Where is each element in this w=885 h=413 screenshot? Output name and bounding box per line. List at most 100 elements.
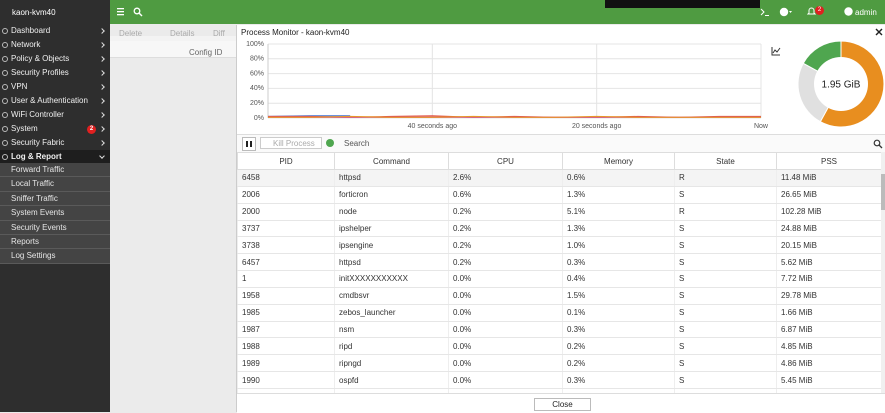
submenu-item[interactable]: System Events (0, 206, 110, 221)
column-header[interactable]: PID (237, 152, 335, 170)
submenu-item[interactable]: Sniffer Traffic (0, 191, 110, 207)
y-tick-label: 80% (250, 56, 264, 63)
menu-icon (2, 42, 8, 48)
table-cell: 0.2% (448, 236, 563, 255)
user-icon[interactable] (844, 7, 854, 17)
series-line (268, 115, 761, 118)
table-cell: httpsd (334, 169, 449, 187)
table-cell: 0.0% (448, 337, 563, 356)
table-cell: 102.28 MiB (776, 203, 882, 221)
table-row[interactable]: 2000 node 0.2% 5.1% R 102.28 MiB (237, 203, 882, 221)
table-cell: 0.2% (448, 220, 563, 238)
table-cell: 0.0% (448, 270, 563, 288)
y-tick-label: 0% (254, 115, 264, 122)
pie-hole (814, 57, 868, 111)
table-cell: 6458 (237, 169, 335, 187)
table-cell: S (674, 253, 777, 272)
table-cell: 1.3% (562, 220, 675, 238)
search-icon[interactable] (133, 7, 143, 17)
menu-item[interactable]: Dashboard (0, 24, 110, 38)
table-cell: 6457 (237, 253, 335, 272)
table-row[interactable]: 1990 ospfd 0.0% 0.3% S 5.45 MiB (237, 371, 882, 389)
close-button[interactable]: Close (534, 398, 591, 411)
table-cell: 1985 (237, 304, 335, 322)
menu-item[interactable]: Security Fabric (0, 136, 110, 150)
menu-item[interactable]: Policy & Objects (0, 52, 110, 66)
table-row[interactable]: 6457 httpsd 0.2% 0.3% S 5.62 MiB (237, 253, 882, 272)
column-header[interactable]: CPU (448, 152, 563, 170)
menu-item[interactable]: WiFi Controller (0, 108, 110, 122)
delete-button[interactable]: Delete (119, 29, 143, 38)
menu-icon[interactable] (116, 7, 126, 17)
bell-icon[interactable] (807, 7, 816, 17)
table-cell: 1987 (237, 321, 335, 339)
diff-button[interactable]: Diff (213, 29, 225, 38)
menu-item[interactable]: VPN (0, 80, 110, 94)
table-cell: 0.3% (562, 321, 675, 339)
table-cell: R (674, 169, 777, 187)
table-cell: 24.88 MiB (776, 220, 882, 238)
table-row[interactable]: 2006 forticron 0.6% 1.3% S 26.65 MiB (237, 186, 882, 204)
pause-button[interactable] (242, 137, 256, 151)
table-cell: 0.0% (448, 321, 563, 339)
menu-item[interactable]: System 2 (0, 122, 110, 136)
kill-process-button[interactable]: Kill Process (260, 137, 322, 149)
device-name[interactable]: kaon-kvm40 (12, 8, 56, 17)
table-cell: 0.6% (562, 169, 675, 187)
table-cell: 0.0% (448, 287, 563, 305)
table-cell: cmdbsvr (334, 287, 449, 305)
add-filter-icon[interactable] (326, 139, 334, 147)
column-header[interactable]: State (674, 152, 777, 170)
submenu-item[interactable]: Forward Traffic (0, 163, 110, 178)
search-icon[interactable] (873, 139, 883, 149)
help-icon[interactable] (779, 7, 793, 17)
menu-item[interactable]: User & Authentication (0, 94, 110, 108)
menu-label: VPN (11, 82, 28, 91)
menu-label: Log & Report (11, 152, 62, 161)
submenu-item[interactable]: Local Traffic (0, 177, 110, 192)
table-row[interactable]: 1985 zebos_launcher 0.0% 0.1% S 1.66 MiB (237, 304, 882, 322)
search-input[interactable]: Search (344, 139, 370, 148)
chevron (99, 70, 105, 76)
table-cell: S (674, 371, 777, 389)
menu-label: Network (11, 40, 41, 49)
column-header[interactable]: Command (334, 152, 449, 170)
column-header[interactable]: Memory (562, 152, 675, 170)
table-row[interactable]: 6458 httpsd 2.6% 0.6% R 11.48 MiB (237, 169, 882, 187)
sidebar: kaon-kvm40 Dashboard Network Policy & Obje… (0, 0, 110, 412)
menu-item[interactable]: Security Profiles (0, 66, 110, 80)
table-row[interactable]: 3737 ipshelper 0.2% 1.3% S 24.88 MiB (237, 220, 882, 238)
column-header[interactable]: PSS (776, 152, 882, 170)
cli-icon[interactable] (760, 8, 770, 17)
process-table: PID Command CPU Memory State PSS 6458 httpsd 2.… (237, 152, 882, 406)
table-row[interactable]: 1958 cmdbsvr 0.0% 1.5% S 29.78 MiB (237, 287, 882, 305)
table-row[interactable]: 3738 ipsengine 0.2% 1.0% S 20.15 MiB (237, 236, 882, 255)
table-cell: nsm (334, 321, 449, 339)
submenu-item[interactable]: Security Events (0, 220, 110, 235)
user-name[interactable]: admin (855, 8, 877, 17)
table-cell: 20.15 MiB (776, 236, 882, 255)
table-cell: 3737 (237, 220, 335, 238)
table-cell: 1 (237, 270, 335, 288)
chart-icon-trend (772, 47, 781, 54)
menu-item[interactable]: Log & Report (0, 150, 110, 164)
table-cell: 0.2% (448, 203, 563, 221)
table-cell: 1.66 MiB (776, 304, 882, 322)
submenu-item[interactable]: Reports (0, 235, 110, 250)
details-button[interactable]: Details (170, 29, 195, 38)
menu-item[interactable]: Network (0, 38, 110, 52)
table-row[interactable]: 1987 nsm 0.0% 0.3% S 6.87 MiB (237, 321, 882, 339)
table-cell: 0.0% (448, 371, 563, 389)
table-cell: 26.65 MiB (776, 186, 882, 204)
scrollbar[interactable] (881, 152, 885, 394)
close-icon[interactable] (875, 28, 883, 36)
notification-badge: 2 (815, 6, 824, 15)
table-row[interactable]: 1 initXXXXXXXXXXX 0.0% 0.4% S 7.72 MiB (237, 270, 882, 288)
table-row[interactable]: 1988 ripd 0.0% 0.2% S 4.85 MiB (237, 337, 882, 356)
submenu-item[interactable]: Log Settings (0, 249, 110, 264)
tooltip (605, 0, 760, 8)
table-row[interactable]: 1989 ripngd 0.0% 0.2% S 4.86 MiB (237, 354, 882, 373)
dialog-footer: Close (237, 393, 885, 413)
table-cell: 5.45 MiB (776, 371, 882, 389)
